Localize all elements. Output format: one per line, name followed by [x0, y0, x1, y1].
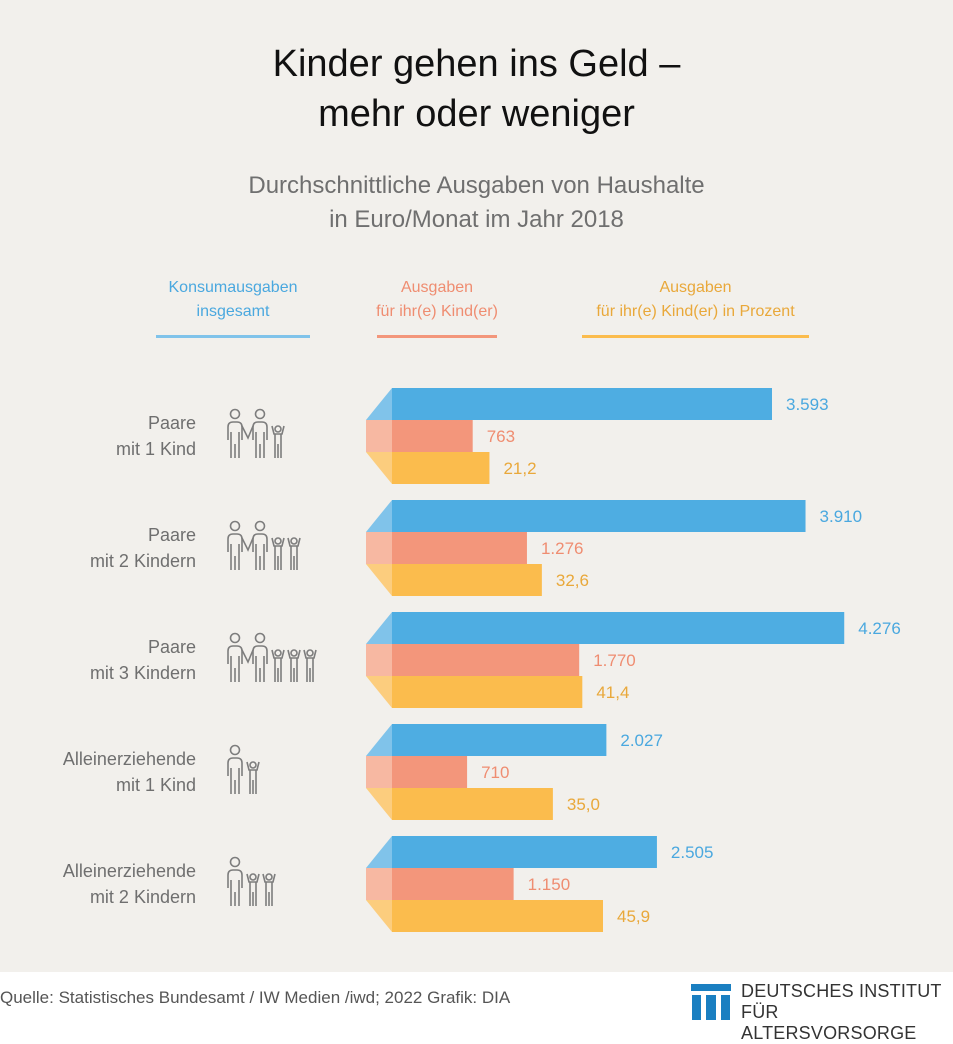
bar-bevel-child-expenses [366, 532, 392, 564]
data-label-child-percent: 41,4 [596, 683, 629, 702]
legend-underline [582, 335, 809, 338]
bar-bevel-child-percent [366, 788, 392, 820]
data-label-child-percent: 32,6 [556, 571, 589, 590]
bar-bevel-total [366, 724, 392, 756]
bar-total [392, 836, 657, 868]
title-line-2: mehr oder weniger [318, 93, 635, 135]
legend-text-line-2: für ihr(e) Kind(er) [376, 303, 498, 320]
category-label-line: Alleinerziehende [62, 861, 196, 881]
category-label-line: Paare [147, 637, 196, 657]
legend-text-line-2: für ihr(e) Kind(er) in Prozent [596, 303, 795, 320]
data-label-child-percent: 21,2 [503, 459, 536, 478]
infographic-canvas: Kinder gehen ins Geld – mehr oder wenige… [0, 0, 953, 972]
family-icon [227, 408, 285, 458]
family-icon [227, 632, 317, 682]
category-label: Paare mit 3 Kindern [90, 634, 196, 686]
bar-total [392, 724, 607, 756]
category-label-line: Paare [147, 525, 196, 545]
bar-bevel-child-expenses [366, 420, 392, 452]
data-label-total: 3.910 [820, 507, 863, 526]
legend-item-child-percent: Ausgaben für ihr(e) Kind(er) in Prozent [568, 276, 823, 338]
data-label-child-percent: 45,9 [617, 907, 650, 926]
bar-total [392, 612, 845, 644]
subtitle-line-1: Durchschnittliche Ausgaben von Haushalte [248, 172, 705, 199]
category-label-line: mit 2 Kindern [89, 551, 196, 571]
logo-text-line-1: DEUTSCHES INSTITUT [741, 981, 942, 1001]
bar-child-percent [392, 452, 490, 484]
category-label-line: Paare [147, 413, 196, 433]
dia-logo-text: DEUTSCHES INSTITUT FÜR ALTERSVORSORGE [741, 981, 953, 1044]
data-label-child-expenses: 1.150 [528, 875, 571, 894]
family-icon [227, 856, 276, 906]
bar-bevel-child-percent [366, 676, 392, 708]
data-label-total: 3.593 [786, 395, 829, 414]
bar-bevel-child-percent [366, 900, 392, 932]
category-label: Paare mit 2 Kindern [90, 522, 196, 574]
category-label-line: mit 2 Kindern [89, 887, 196, 907]
bar-child-percent [392, 676, 583, 708]
legend-item-total: Konsumausgaben insgesamt [156, 276, 310, 338]
category-label-line: mit 1 Kind [115, 775, 196, 795]
data-label-child-expenses: 1.770 [593, 651, 636, 670]
bar-child-percent [392, 900, 603, 932]
legend-underline [377, 335, 497, 338]
category-label-line: Alleinerziehende [62, 749, 196, 769]
data-label-total: 2.505 [671, 843, 714, 862]
bar-child-expenses [392, 532, 527, 564]
legend-text-line-1: Ausgaben [400, 279, 474, 296]
bar-bevel-total [366, 388, 392, 420]
data-label-child-expenses: 763 [487, 427, 515, 446]
bar-child-percent [392, 788, 553, 820]
bar-child-expenses [392, 420, 473, 452]
data-label-total: 4.276 [858, 619, 901, 638]
legend-text-line-1: Ausgaben [659, 279, 732, 296]
bar-child-expenses [392, 644, 580, 676]
subtitle-line-2: in Euro/Monat im Jahr 2018 [329, 206, 624, 233]
bar-bevel-child-percent [366, 564, 392, 596]
data-label-total: 2.027 [620, 731, 663, 750]
bar-total [392, 500, 806, 532]
bar-bevel-child-expenses [366, 644, 392, 676]
data-label-child-expenses: 710 [481, 763, 509, 782]
title-line-1: Kinder gehen ins Geld – [272, 43, 681, 85]
legend-text-line-1: Konsumausgaben [168, 279, 298, 296]
bar-bevel-child-percent [366, 452, 392, 484]
bar-bevel-total [366, 612, 392, 644]
category-label: Paare mit 1 Kind [116, 410, 196, 462]
bar-bevel-child-expenses [366, 756, 392, 788]
bar-bevel-child-expenses [366, 868, 392, 900]
family-icon [227, 520, 301, 570]
bar-child-percent [392, 564, 542, 596]
category-label: Alleinerziehende mit 2 Kindern [63, 858, 196, 910]
source-note: Quelle: Statistisches Bundesamt / IW Med… [0, 988, 511, 1007]
data-label-child-expenses: 1.276 [541, 539, 584, 558]
dia-logo-icon [691, 984, 731, 1020]
legend-underline [156, 335, 310, 338]
bar-total [392, 388, 772, 420]
bar-child-expenses [392, 756, 468, 788]
family-icon [227, 744, 260, 794]
category-label-line: mit 3 Kindern [89, 663, 196, 683]
category-label-line: mit 1 Kind [115, 439, 196, 459]
bar-bevel-total [366, 500, 392, 532]
data-label-child-percent: 35,0 [567, 795, 600, 814]
legend-text-line-2: insgesamt [196, 303, 270, 320]
logo-text-line-2: FÜR ALTERSVORSORGE [741, 1002, 917, 1043]
bar-bevel-total [366, 836, 392, 868]
legend-item-child-expenses: Ausgaben für ihr(e) Kind(er) [357, 276, 517, 338]
category-label: Alleinerziehende mit 1 Kind [63, 746, 196, 798]
bar-child-expenses [392, 868, 514, 900]
bar-chart: 3.593 763 21,2 3.910 1.276 32,6 4.276 1.770 41,4… [227, 388, 901, 932]
